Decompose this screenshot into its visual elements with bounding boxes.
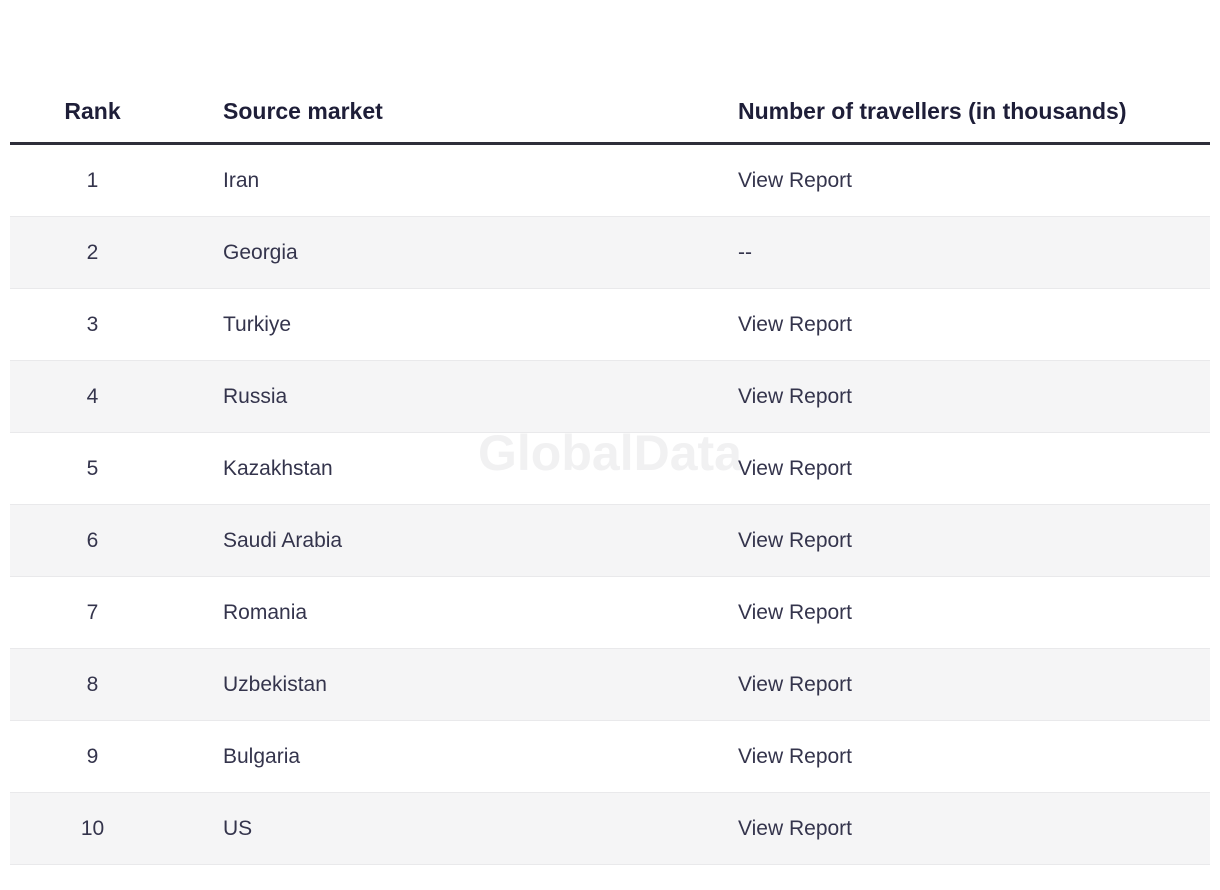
rank-value: 5 [86, 456, 99, 480]
rank-value: 1 [86, 168, 99, 192]
market-name: Bulgaria [223, 744, 301, 768]
table-row: 7 Romania View Report [10, 576, 1210, 649]
empty-value: -- [738, 240, 752, 264]
market-name: Uzbekistan [223, 672, 327, 696]
column-header-number-of-travellers: Number of travellers (in thousands) [690, 0, 1210, 145]
table-row: 1 Iran View Report [10, 144, 1210, 217]
rank-value: 3 [86, 312, 99, 336]
column-header-rank: Rank [10, 0, 175, 145]
market-name: Romania [223, 600, 308, 624]
view-report-link[interactable]: View Report [738, 600, 853, 624]
view-report-link[interactable]: View Report [738, 168, 853, 192]
market-name: Russia [223, 384, 288, 408]
market-name: Georgia [223, 240, 298, 264]
column-header-source-market: Source market [175, 0, 690, 145]
rank-value: 8 [86, 672, 99, 696]
market-name: Saudi Arabia [223, 528, 343, 552]
view-report-link[interactable]: View Report [738, 384, 853, 408]
rank-value: 9 [86, 744, 99, 768]
table-row: 5 Kazakhstan View Report [10, 432, 1210, 505]
source-markets-table: Rank Source market Number of travellers … [10, 0, 1210, 865]
table-row: 3 Turkiye View Report [10, 288, 1210, 361]
table-body: 1 Iran View Report 2 Georgia -- 3 Turkiye View R… [10, 144, 1210, 865]
header-row: Rank Source market Number of travellers … [10, 0, 1210, 145]
rank-value: 4 [86, 384, 99, 408]
market-name: Kazakhstan [223, 456, 333, 480]
view-report-link[interactable]: View Report [738, 744, 853, 768]
table-row: 10 US View Report [10, 792, 1210, 865]
market-name: Iran [223, 168, 260, 192]
view-report-link[interactable]: View Report [738, 456, 853, 480]
view-report-link[interactable]: View Report [738, 528, 853, 552]
rank-value: 6 [86, 528, 99, 552]
rank-value: 10 [80, 816, 105, 840]
market-name: Turkiye [223, 312, 292, 336]
table-row: 4 Russia View Report [10, 360, 1210, 433]
rank-value: 7 [86, 600, 99, 624]
view-report-link[interactable]: View Report [738, 816, 853, 840]
table-header: Rank Source market Number of travellers … [10, 0, 1210, 145]
table-row: 8 Uzbekistan View Report [10, 648, 1210, 721]
rank-value: 2 [86, 240, 99, 264]
table-row: 9 Bulgaria View Report [10, 720, 1210, 793]
view-report-link[interactable]: View Report [738, 672, 853, 696]
view-report-link[interactable]: View Report [738, 312, 853, 336]
table-row: 2 Georgia -- [10, 216, 1210, 289]
table-row: 6 Saudi Arabia View Report [10, 504, 1210, 577]
market-name: US [223, 816, 253, 840]
